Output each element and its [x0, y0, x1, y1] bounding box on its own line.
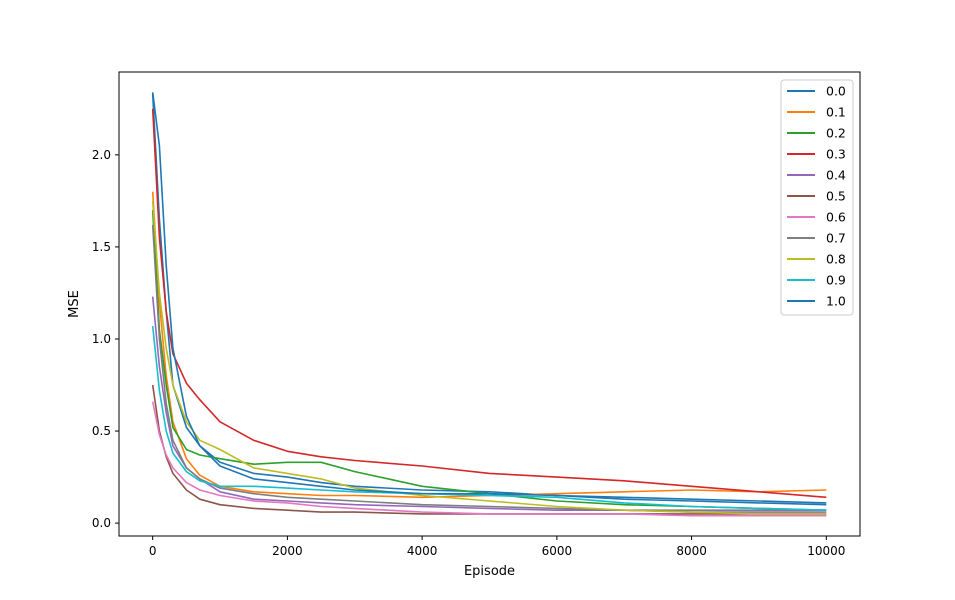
x-tick-label: 4000 [407, 544, 438, 558]
y-tick-label: 1.0 [92, 332, 111, 346]
legend-box [780, 79, 854, 316]
plot-frame [118, 71, 861, 537]
series-layer [151, 92, 827, 517]
x-axis: 0 2000 4000 6000 8000 10000 [149, 536, 845, 558]
y-tick-label: 2.0 [92, 148, 111, 162]
legend-label-6: 0.6 [826, 210, 846, 225]
y-axis-label: MSE [67, 290, 82, 318]
legend-label-1: 0.1 [826, 105, 846, 120]
legend-label-9: 0.9 [826, 273, 846, 288]
y-tick-label: 0.0 [92, 516, 111, 530]
x-tick-label: 8000 [676, 544, 707, 558]
y-axis: 0.0 0.5 1.0 1.5 2.0 [92, 148, 119, 530]
y-tick-label: 1.5 [92, 240, 111, 254]
legend: 0.0 0.1 0.2 0.3 0.4 0.5 0.6 0.7 0.8 0.9 1.0 [780, 79, 854, 316]
legend-label-0: 0.0 [826, 84, 846, 99]
x-axis-label: Episode [464, 564, 515, 579]
legend-label-5: 0.5 [826, 189, 846, 204]
series-line-1 [151, 191, 827, 499]
x-tick-label: 0 [149, 544, 157, 558]
x-tick-label: 6000 [542, 544, 573, 558]
y-tick-label: 0.5 [92, 424, 111, 438]
legend-label-7: 0.7 [826, 231, 846, 246]
series-line-8 [151, 200, 827, 515]
series-line-2 [151, 210, 827, 511]
legend-label-3: 0.3 [826, 147, 846, 162]
legend-label-2: 0.2 [826, 126, 846, 141]
x-tick-label: 2000 [272, 544, 303, 558]
series-line-6 [151, 401, 827, 517]
series-line-3 [151, 108, 827, 499]
series-line-10 [151, 92, 827, 504]
series-line-0 [151, 94, 827, 506]
legend-label-4: 0.4 [826, 168, 846, 183]
legend-label-8: 0.8 [826, 252, 846, 267]
legend-label-10: 1.0 [826, 294, 846, 309]
series-line-9 [151, 326, 827, 511]
x-tick-label: 10000 [807, 544, 845, 558]
